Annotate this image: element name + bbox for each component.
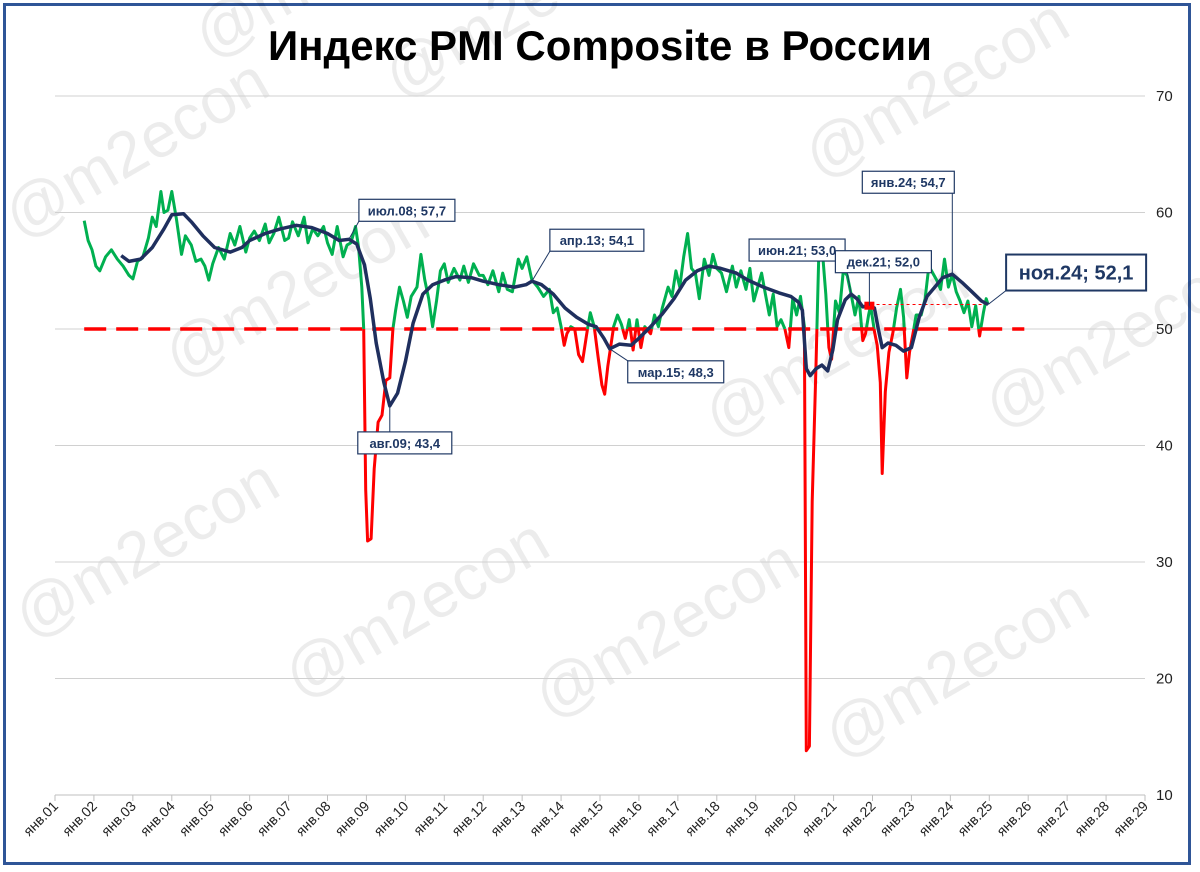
x-tick-label: янв.08 xyxy=(292,798,333,839)
callout-box xyxy=(748,238,846,262)
x-tick-label: янв.09 xyxy=(331,798,372,839)
callout-label: авг.09; 43,4 xyxy=(369,436,440,451)
x-tick-label: янв.15 xyxy=(565,798,606,839)
x-tick-label: янв.17 xyxy=(643,798,684,839)
watermark-text: @m2econ xyxy=(371,0,660,112)
callout-label: апр.13; 54,1 xyxy=(560,233,634,248)
pmi-line-below-50 xyxy=(573,328,589,364)
x-tick-label: янв.19 xyxy=(721,798,762,839)
pmi-line-above-50 xyxy=(625,318,632,330)
y-tick-label: 70 xyxy=(1156,88,1173,105)
pmi-line-above-50 xyxy=(634,318,640,330)
callout-label: июл.08; 57,7 xyxy=(368,203,446,218)
pmi-line-below-50 xyxy=(802,328,819,753)
callout-box xyxy=(358,198,456,222)
x-tick-label: янв.07 xyxy=(254,798,295,839)
callout-leader xyxy=(348,221,360,240)
x-tick-label: янв.23 xyxy=(876,798,917,839)
watermark-text: @m2econ xyxy=(1,443,290,652)
y-tick-label: 10 xyxy=(1156,787,1173,804)
pmi-line-below-50 xyxy=(783,328,792,350)
pmi-line-above-50 xyxy=(391,252,563,330)
x-tick-label: янв.14 xyxy=(526,798,567,839)
callout: авг.09; 43,4 xyxy=(357,405,453,455)
y-tick-label: 20 xyxy=(1156,671,1173,688)
callout: ноя.24; 52,1 xyxy=(987,253,1148,305)
pmi-line-above-50 xyxy=(979,297,990,330)
chart-frame xyxy=(3,3,1191,865)
y-tick-label: 40 xyxy=(1156,438,1173,455)
callout-box xyxy=(549,228,645,252)
chart-title: Индекс PMI Composite в России xyxy=(267,22,932,69)
pmi-line-above-50 xyxy=(864,304,876,330)
callout-leader xyxy=(987,290,1007,305)
callout-box xyxy=(357,431,453,455)
x-tick-label: янв.16 xyxy=(604,798,645,839)
pmi-line-below-50 xyxy=(977,328,983,338)
callout: июн.21; 53,0 xyxy=(748,238,852,295)
x-tick-label: янв.10 xyxy=(370,798,411,839)
x-tick-label: янв.18 xyxy=(682,798,723,839)
x-tick-label: янв.11 xyxy=(410,798,451,839)
x-tick-label: янв.25 xyxy=(954,798,995,839)
watermark-text: @m2econ xyxy=(811,563,1100,772)
x-tick-label: янв.22 xyxy=(837,798,878,839)
pmi-line-below-50 xyxy=(860,328,868,343)
callout: июл.08; 57,7 xyxy=(348,198,456,240)
callout-box xyxy=(1005,253,1148,292)
callout-label: мар.15; 48,3 xyxy=(638,365,714,380)
watermark-text: @m2econ xyxy=(0,43,280,252)
callout-leader xyxy=(609,348,629,362)
x-tick-label: янв.20 xyxy=(760,798,801,839)
x-tick-label: янв.24 xyxy=(915,798,956,839)
pmi-line-below-50 xyxy=(560,328,571,347)
x-tick-label: янв.27 xyxy=(1032,798,1073,839)
y-tick-label: 60 xyxy=(1156,205,1173,222)
pmi-line-below-50 xyxy=(621,328,629,340)
callout-label: янв.24; 54,7 xyxy=(871,175,946,190)
watermark-text: @m2econ xyxy=(271,503,560,712)
x-tick-label: янв.21 xyxy=(799,798,840,839)
x-tick-label: янв.03 xyxy=(98,798,139,839)
x-tick-label: янв.13 xyxy=(487,798,528,839)
y-tick-label: 50 xyxy=(1156,321,1173,338)
pmi-line-above-50 xyxy=(892,287,906,330)
callout: янв.24; 54,7 xyxy=(861,170,955,275)
watermark-text: @m2econ xyxy=(521,523,810,732)
pmi-line-above-50 xyxy=(82,190,366,330)
callout-leader xyxy=(531,250,551,282)
callout-label: ноя.24; 52,1 xyxy=(1019,263,1134,285)
pmi-line-below-50 xyxy=(628,328,638,352)
x-tick-label: янв.28 xyxy=(1071,798,1112,839)
callout-label: дек.21; 52,0 xyxy=(847,255,920,270)
callout: мар.15; 48,3 xyxy=(609,348,725,384)
pmi-line-below-50 xyxy=(593,328,615,396)
pmi-line-above-50 xyxy=(611,313,625,330)
x-tick-label: янв.04 xyxy=(137,798,178,839)
pmi-line-below-50 xyxy=(902,328,916,380)
x-tick-label: янв.06 xyxy=(215,798,256,839)
callout-label: июн.21; 53,0 xyxy=(758,243,836,258)
x-tick-label: янв.05 xyxy=(176,798,217,839)
callout-box xyxy=(834,250,932,274)
x-tick-label: янв.02 xyxy=(59,798,100,839)
y-tick-label: 30 xyxy=(1156,554,1173,571)
callout-box xyxy=(627,360,725,384)
x-tick-label: янв.01 xyxy=(20,798,61,839)
pmi-line-below-50 xyxy=(872,328,895,475)
x-tick-label: янв.29 xyxy=(1110,798,1151,839)
x-tick-label: янв.26 xyxy=(993,798,1034,839)
callout: апр.13; 54,1 xyxy=(531,228,645,282)
callout-box xyxy=(861,170,955,194)
callout: дек.21; 52,0 xyxy=(834,250,932,306)
x-tick-label: янв.12 xyxy=(448,798,489,839)
